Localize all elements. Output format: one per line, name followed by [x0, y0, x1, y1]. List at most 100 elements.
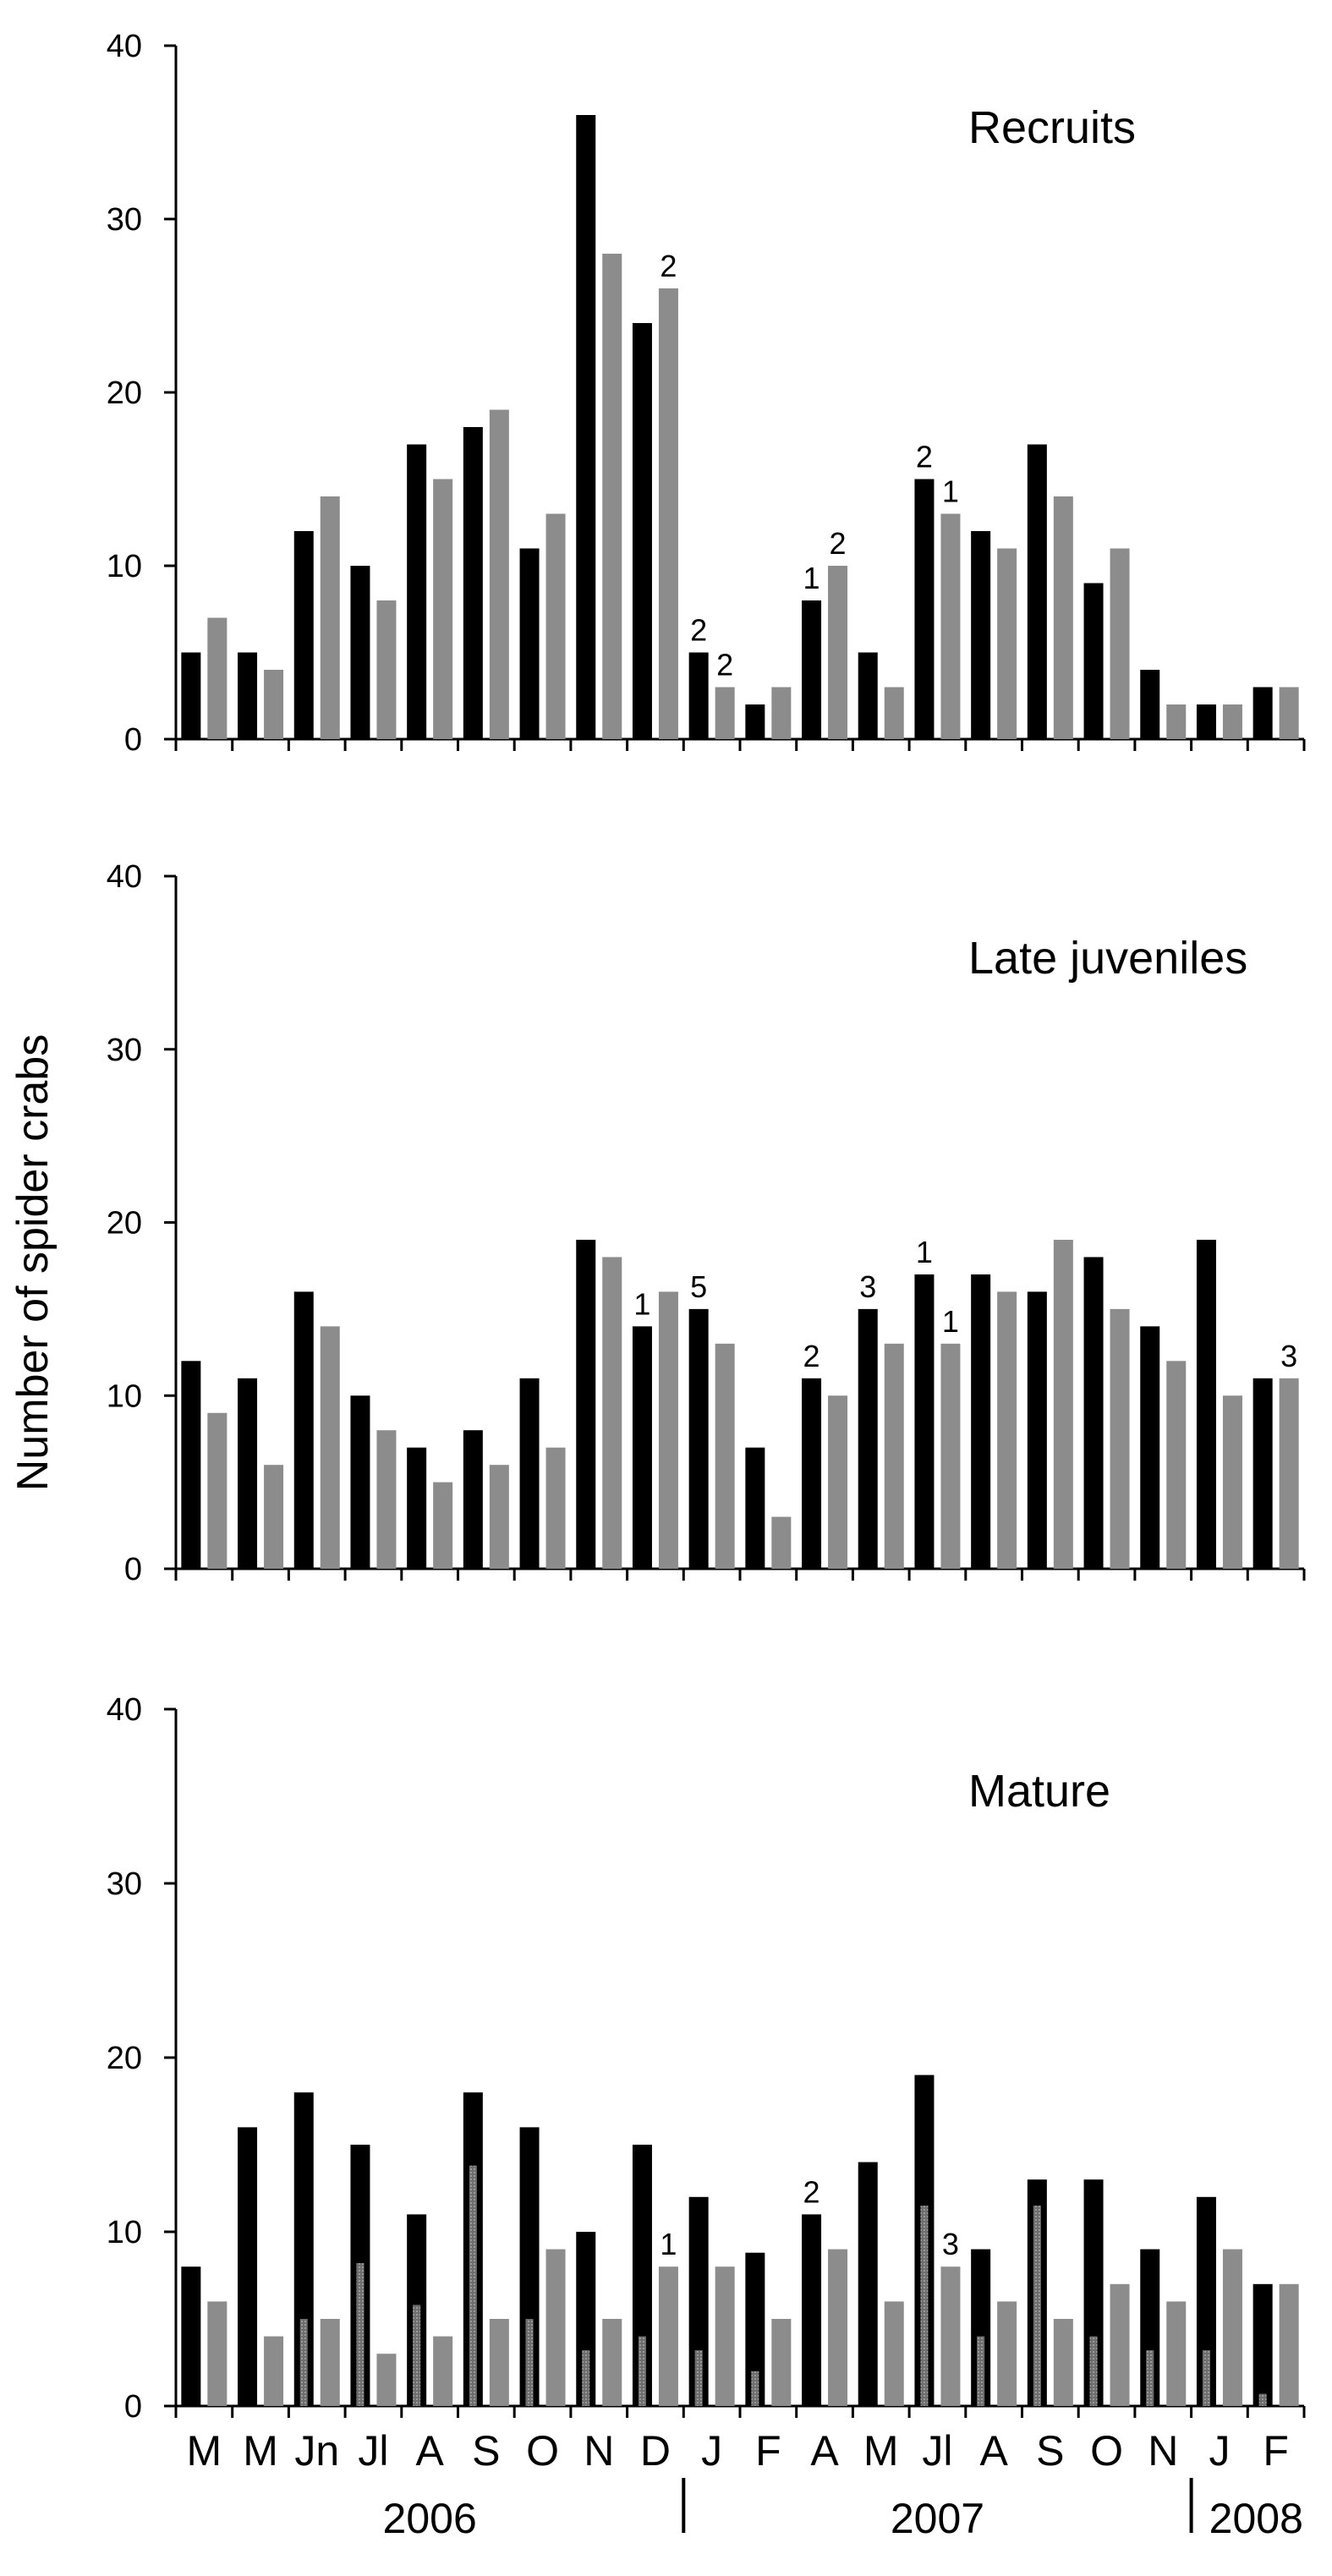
bar-series-2: [884, 1343, 904, 1569]
bar-series-2: [828, 1395, 848, 1569]
bar-series-3: [469, 2165, 477, 2406]
y-tick-label: 0: [124, 2389, 142, 2425]
bar-series-1: [745, 1447, 765, 1569]
bar-series-2: [1279, 2283, 1299, 2406]
bar-annotation: 2: [716, 648, 733, 682]
bar-series-1: [181, 652, 201, 739]
bar-series-1: [1027, 444, 1047, 739]
bar-series-2: [545, 1447, 566, 1569]
bar-series-3: [582, 2350, 590, 2406]
x-category-label: M: [187, 2427, 222, 2475]
bar-series-2: [715, 687, 735, 739]
bar-series-1: [519, 2127, 540, 2406]
bar-series-2: [658, 1291, 678, 1569]
bar-series-1: [1140, 2249, 1160, 2406]
bar-series-1: [181, 2266, 201, 2406]
bar-series-1: [632, 1326, 652, 1569]
bar-series-3: [751, 2370, 759, 2406]
bar-series-3: [1033, 2206, 1041, 2406]
bar-series-2: [320, 2319, 340, 2406]
panel-label: Mature: [968, 1766, 1110, 1817]
x-category-label: F: [755, 2427, 781, 2475]
bar-series-2: [602, 254, 622, 739]
bar-series-2: [489, 409, 509, 739]
bar-series-2: [207, 617, 227, 739]
bar-series-1: [519, 548, 540, 739]
bar-annotation: 1: [916, 1235, 933, 1269]
bar-annotation: 2: [803, 1339, 820, 1373]
y-tick-label: 10: [107, 1378, 142, 1414]
y-tick-label: 20: [107, 375, 142, 411]
bar-series-3: [920, 2206, 929, 2406]
bar-series-3: [1089, 2336, 1098, 2406]
bar-series-1: [350, 566, 370, 739]
bar-series-1: [238, 1378, 258, 1569]
x-category-label: M: [863, 2427, 899, 2475]
y-axis-label: Number of spider crabs: [8, 1034, 58, 1491]
panel-1: 0 10 20 30 40 1 5 2 3 1 1 3 Late juveniles: [107, 859, 1306, 1587]
y-tick-label: 40: [107, 29, 142, 64]
year-label: 2006: [383, 2495, 477, 2542]
bar-annotation: 3: [859, 1269, 876, 1304]
bar-series-2: [997, 548, 1017, 739]
bar-annotation: 3: [942, 2227, 959, 2261]
y-tick-label: 10: [107, 549, 142, 584]
bar-series-2: [771, 2319, 792, 2406]
x-category-label: Jl: [358, 2427, 388, 2475]
x-category-label: N: [1148, 2427, 1178, 2475]
bar-series-3: [525, 2319, 534, 2406]
bar-annotation: 1: [942, 1304, 959, 1339]
bar-annotation: 1: [660, 2227, 677, 2261]
bar-series-3: [413, 2305, 421, 2406]
bar-series-2: [771, 1516, 792, 1569]
bar-series-2: [828, 566, 848, 739]
bar-series-1: [1196, 1239, 1216, 1569]
bar-series-2: [320, 496, 340, 739]
bar-series-2: [207, 1412, 227, 1569]
bar-annotation: 2: [803, 2174, 820, 2209]
bar-series-3: [1146, 2350, 1154, 2406]
bar-series-1: [1083, 2179, 1104, 2406]
bar-series-1: [1196, 2196, 1216, 2406]
y-tick-label: 20: [107, 1206, 142, 1241]
bar-series-2: [1110, 2283, 1130, 2406]
bar-series-2: [1279, 1378, 1299, 1569]
bar-annotation: 5: [690, 1269, 707, 1304]
x-category-label: S: [1036, 2427, 1064, 2475]
bar-series-2: [715, 2266, 735, 2406]
bar-series-1: [914, 1274, 935, 1569]
bar-annotation: 3: [1280, 1339, 1297, 1373]
bar-series-2: [1053, 1239, 1073, 1569]
bar-annotation: 2: [660, 249, 677, 283]
bar-series-2: [1166, 2301, 1187, 2406]
bar-series-1: [519, 1378, 540, 1569]
y-tick-label: 40: [107, 859, 142, 895]
x-category-label: A: [415, 2427, 444, 2475]
bar-annotation: 2: [916, 440, 933, 474]
bar-series-2: [489, 1465, 509, 1569]
bar-series-1: [688, 2196, 709, 2406]
y-tick-label: 30: [107, 1866, 142, 1902]
bar-series-2: [828, 2249, 848, 2406]
bar-series-2: [1053, 496, 1073, 739]
x-category-label: N: [584, 2427, 614, 2475]
bar-series-2: [1166, 704, 1187, 739]
bar-series-2: [264, 1465, 284, 1569]
x-category-label: A: [979, 2427, 1008, 2475]
bar-series-2: [884, 687, 904, 739]
bar-series-2: [1222, 2249, 1242, 2406]
bar-series-2: [433, 479, 453, 739]
y-tick-label: 20: [107, 2041, 142, 2076]
bar-series-2: [715, 1343, 735, 1569]
panel-label: Recruits: [968, 102, 1136, 153]
bar-series-1: [576, 2232, 596, 2406]
bar-series-1: [971, 2249, 991, 2406]
bar-annotation: 1: [803, 561, 820, 595]
x-category-label: Jn: [294, 2427, 339, 2475]
bar-series-2: [376, 600, 397, 739]
bar-series-2: [264, 670, 284, 739]
bar-series-2: [602, 2319, 622, 2406]
bar-series-2: [320, 1326, 340, 1569]
bar-series-1: [1140, 1326, 1160, 1569]
